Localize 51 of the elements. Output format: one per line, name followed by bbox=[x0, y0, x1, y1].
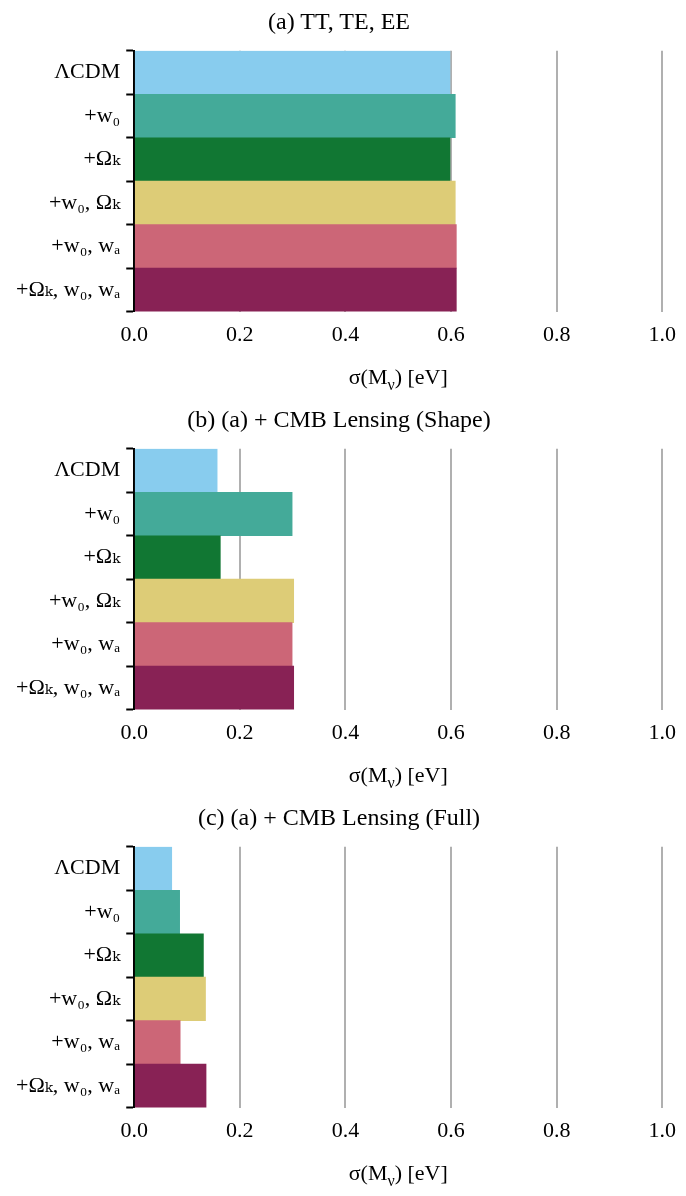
y-tick-label: +Ωₖ, w₀, wₐ bbox=[15, 275, 121, 301]
bar bbox=[134, 976, 206, 1021]
x-tick-label: 0.2 bbox=[226, 718, 254, 744]
bar bbox=[134, 578, 295, 623]
y-tick-label: +w₀ bbox=[84, 101, 121, 127]
bar bbox=[134, 1063, 207, 1108]
bar bbox=[134, 846, 173, 891]
x-tick-label: 0.4 bbox=[331, 1116, 360, 1142]
y-tick-label: +w₀, Ωₖ bbox=[48, 984, 122, 1010]
chart-title: (b) (a) + CMB Lensing (Shape) bbox=[187, 405, 491, 432]
chart-title: (a) TT, TE, EE bbox=[268, 7, 410, 34]
y-tick-label: +w₀, wₐ bbox=[51, 630, 121, 656]
chart-title: (c) (a) + CMB Lensing (Full) bbox=[197, 803, 481, 830]
y-tick-label: +w₀ bbox=[84, 897, 121, 923]
x-tick-label: 0.0 bbox=[120, 320, 148, 346]
y-tick-label: +w₀, Ωₖ bbox=[48, 586, 122, 612]
bar bbox=[134, 933, 204, 978]
x-tick-label: 1.0 bbox=[648, 1116, 676, 1142]
y-tick-label: +Ωₖ bbox=[83, 543, 122, 569]
bar bbox=[134, 535, 221, 580]
x-tick-label: 0.0 bbox=[120, 1116, 148, 1142]
y-tick-label: +Ωₖ bbox=[83, 941, 122, 967]
y-tick-label: +Ωₖ, w₀, wₐ bbox=[15, 1071, 121, 1097]
bar bbox=[134, 491, 293, 537]
bar bbox=[134, 448, 218, 493]
x-tick-label: 0.8 bbox=[542, 718, 571, 744]
x-tick-label: 0.4 bbox=[331, 718, 360, 744]
x-tick-label: 0.2 bbox=[226, 320, 254, 346]
bar bbox=[134, 622, 293, 667]
x-tick-label: 0.2 bbox=[226, 1116, 254, 1142]
y-tick-label: +Ωₖ, w₀, wₐ bbox=[15, 673, 121, 699]
y-tick-label: +w₀, wₐ bbox=[51, 1028, 121, 1054]
x-tick-label: 0.6 bbox=[437, 320, 465, 346]
bar bbox=[134, 665, 295, 710]
y-tick-label: ΛCDM bbox=[54, 854, 121, 880]
y-tick-label: +w₀, wₐ bbox=[51, 232, 121, 258]
x-tick-label: 0.4 bbox=[331, 320, 360, 346]
x-tick-label: 0.0 bbox=[120, 718, 148, 744]
x-tick-label: 1.0 bbox=[648, 320, 676, 346]
y-tick-label: +w₀ bbox=[84, 499, 121, 525]
y-tick-label: +w₀, Ωₖ bbox=[48, 188, 122, 214]
bar bbox=[134, 1020, 181, 1065]
x-tick-label: 0.8 bbox=[542, 1116, 571, 1142]
y-tick-label: ΛCDM bbox=[54, 58, 121, 84]
x-tick-label: 0.6 bbox=[437, 718, 465, 744]
y-tick-label: ΛCDM bbox=[54, 456, 121, 482]
bar bbox=[134, 889, 180, 935]
x-tick-label: 1.0 bbox=[648, 718, 676, 744]
y-tick-label: +Ωₖ bbox=[83, 145, 122, 171]
x-tick-label: 0.8 bbox=[542, 320, 571, 346]
x-tick-label: 0.6 bbox=[437, 1116, 465, 1142]
